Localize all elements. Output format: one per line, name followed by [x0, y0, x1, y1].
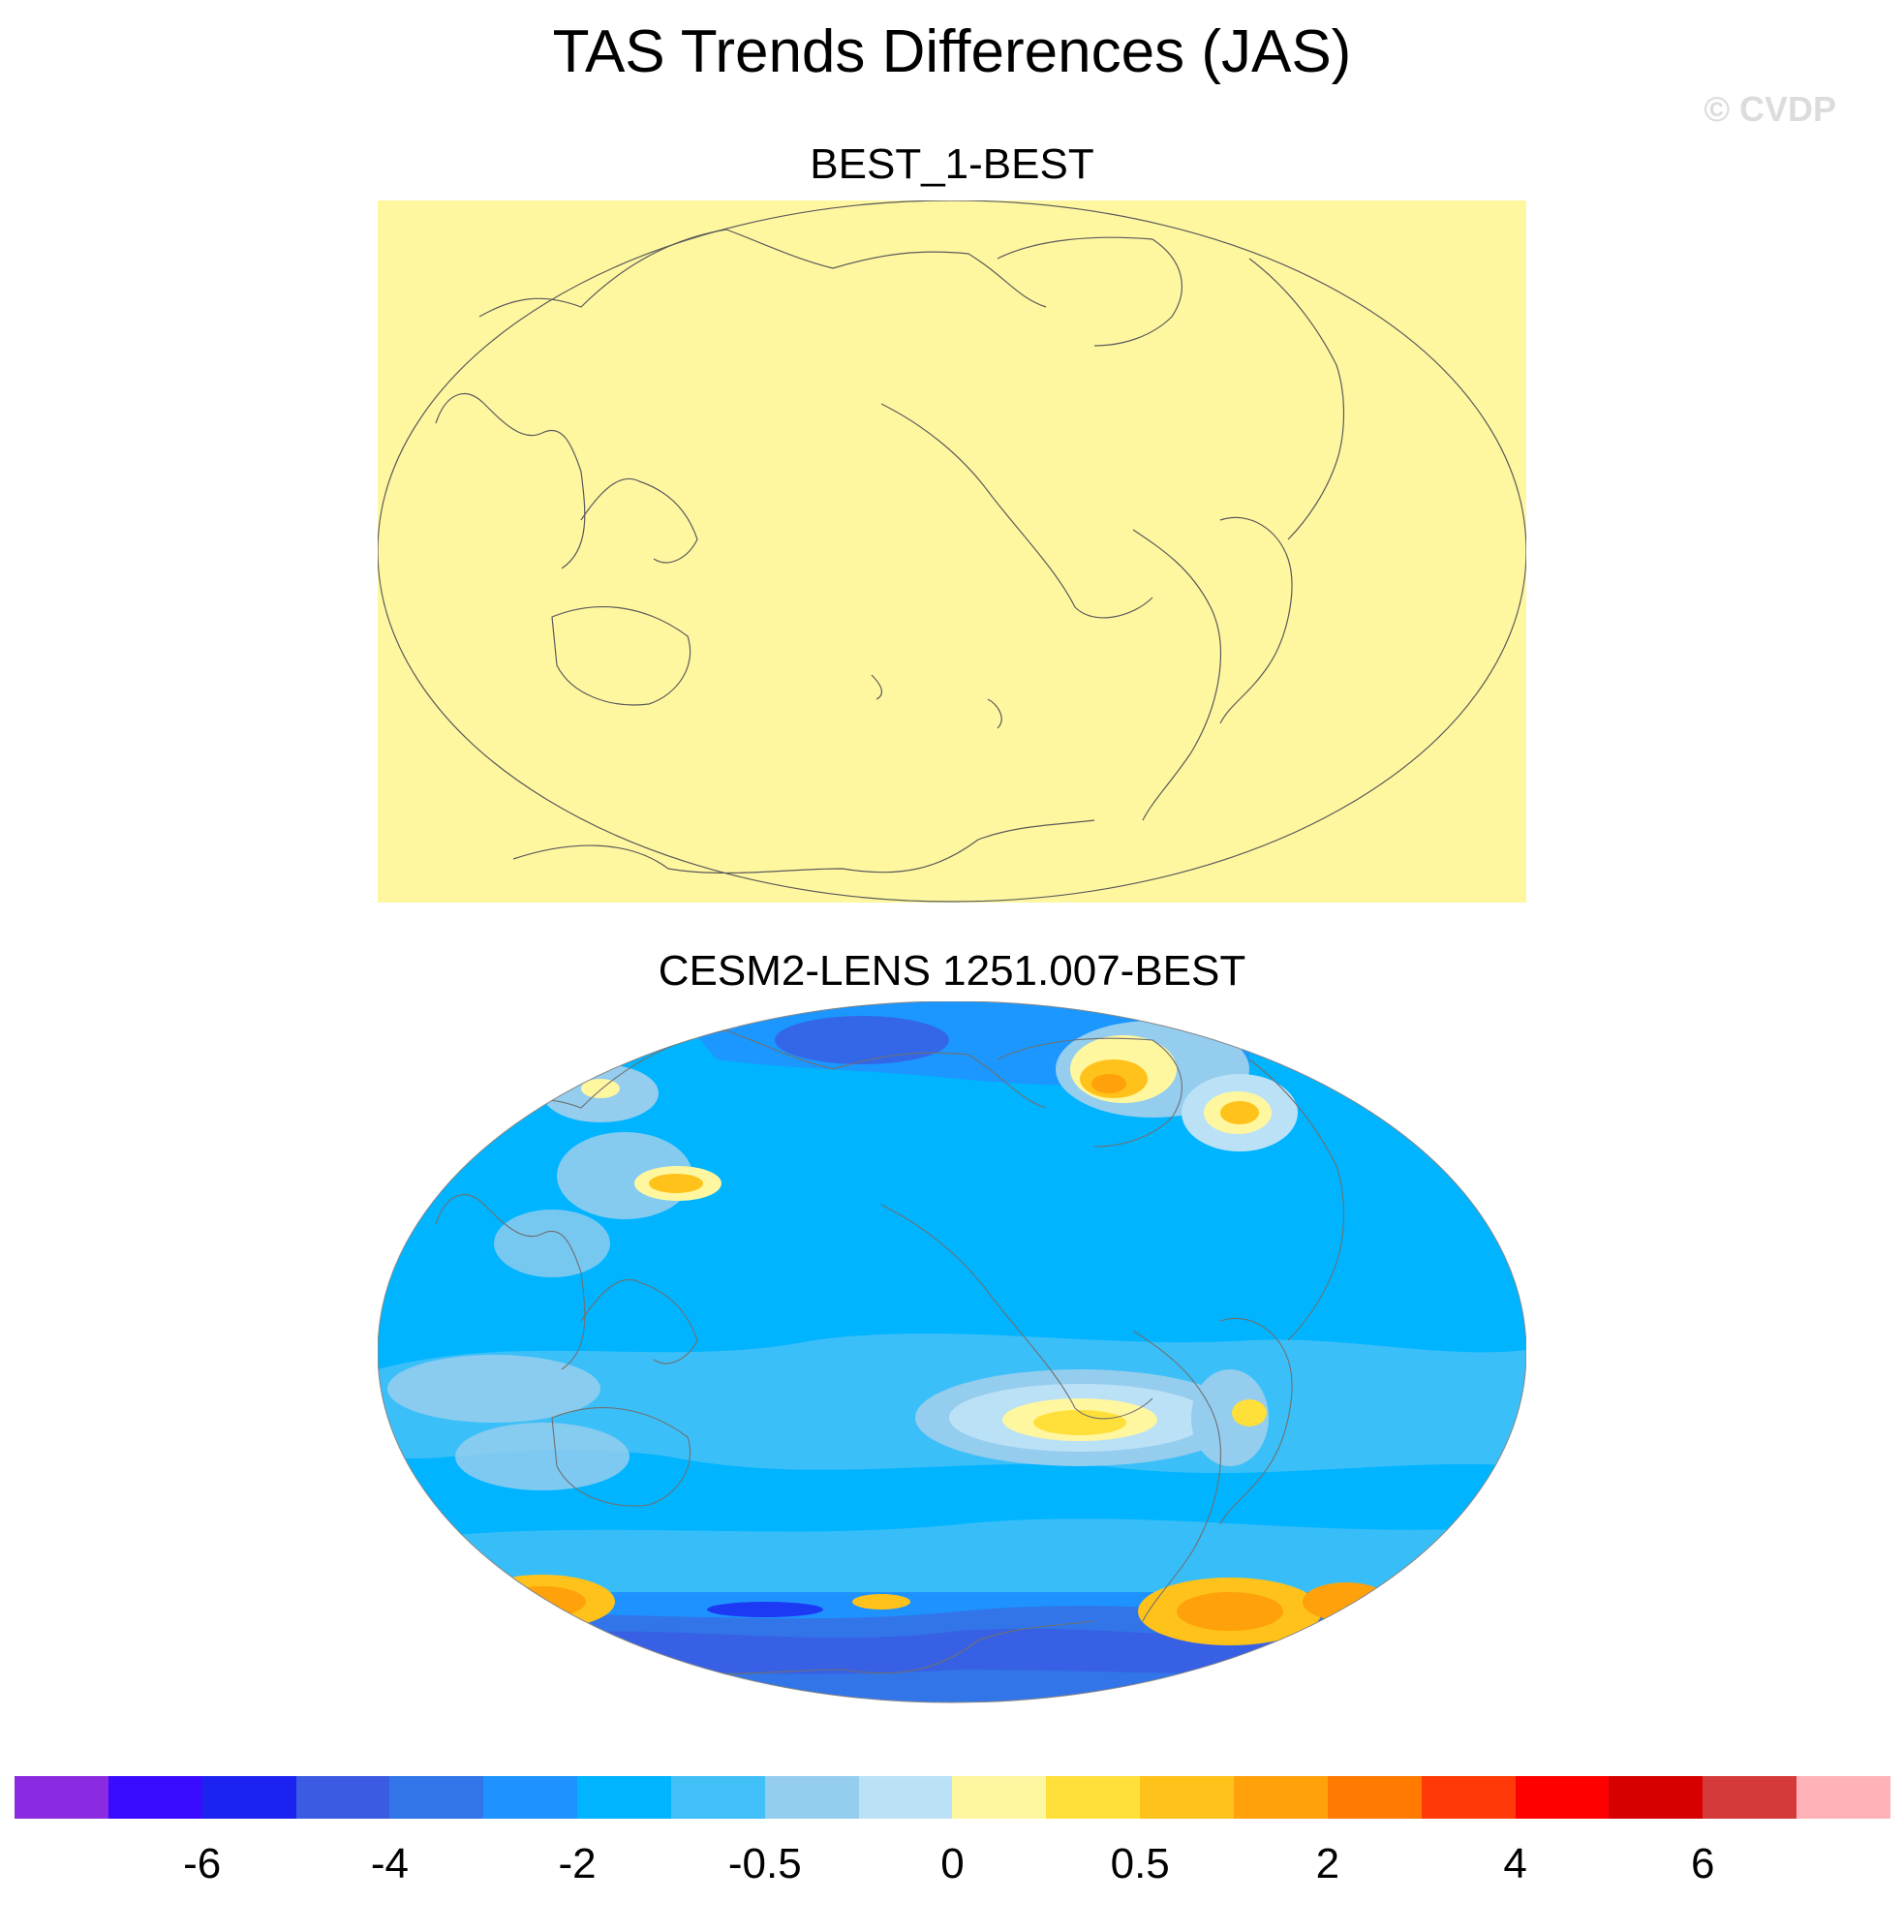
colorbar-segment	[1233, 1776, 1328, 1819]
figure-title: TAS Trends Differences (JAS)	[552, 18, 1352, 85]
colorbar-tick-label: 0.5	[1110, 1840, 1170, 1887]
colorbar-segment	[1703, 1776, 1797, 1819]
colorbar-tick-label: -0.5	[727, 1840, 802, 1887]
colorbar-segment	[1515, 1776, 1610, 1819]
colorbar-segment	[107, 1776, 202, 1819]
colorbar-segment	[295, 1776, 390, 1819]
colorbar-segment	[1421, 1776, 1516, 1819]
colorbar-segment	[1609, 1776, 1704, 1819]
colorbar-tick-label: -4	[370, 1840, 409, 1887]
colorbar-segment	[764, 1776, 859, 1819]
panel-1-map	[378, 200, 1526, 903]
colorbar-segment	[670, 1776, 765, 1819]
panel-1-field	[378, 200, 1526, 903]
panel-1-coastlines	[378, 200, 1526, 903]
colorbar-tick-label: 4	[1503, 1840, 1527, 1887]
colorbar-segment	[389, 1776, 484, 1819]
colorbar-segment	[1797, 1776, 1890, 1819]
panel-2-map	[378, 1001, 1526, 1703]
colorbar-segment	[483, 1776, 578, 1819]
colorbar-segment	[201, 1776, 296, 1819]
colorbar-segment	[1327, 1776, 1422, 1819]
colorbar-tick-label: 0	[940, 1840, 965, 1887]
colorbar-segment	[1046, 1776, 1141, 1819]
colorbar-tick-labels: -6 -4 -2 -0.5 0 0.5 2 4 6	[0, 1840, 1904, 1898]
colorbar-tick-label: -6	[183, 1840, 222, 1887]
colorbar-segment	[858, 1776, 953, 1819]
colorbar-tick-label: -2	[558, 1840, 597, 1887]
colorbar-segment	[1140, 1776, 1234, 1819]
watermark: © CVDP	[1704, 89, 1836, 129]
colorbar-segment	[15, 1776, 108, 1819]
colorbar-segment	[952, 1776, 1047, 1819]
colorbar	[15, 1776, 1890, 1819]
panel-2-title: CESM2-LENS 1251.007-BEST	[658, 947, 1246, 995]
colorbar-tick-label: 2	[1315, 1840, 1340, 1887]
colorbar-segment	[577, 1776, 671, 1819]
colorbar-tick-label: 6	[1691, 1840, 1715, 1887]
panel-1-title: BEST_1-BEST	[810, 140, 1094, 188]
